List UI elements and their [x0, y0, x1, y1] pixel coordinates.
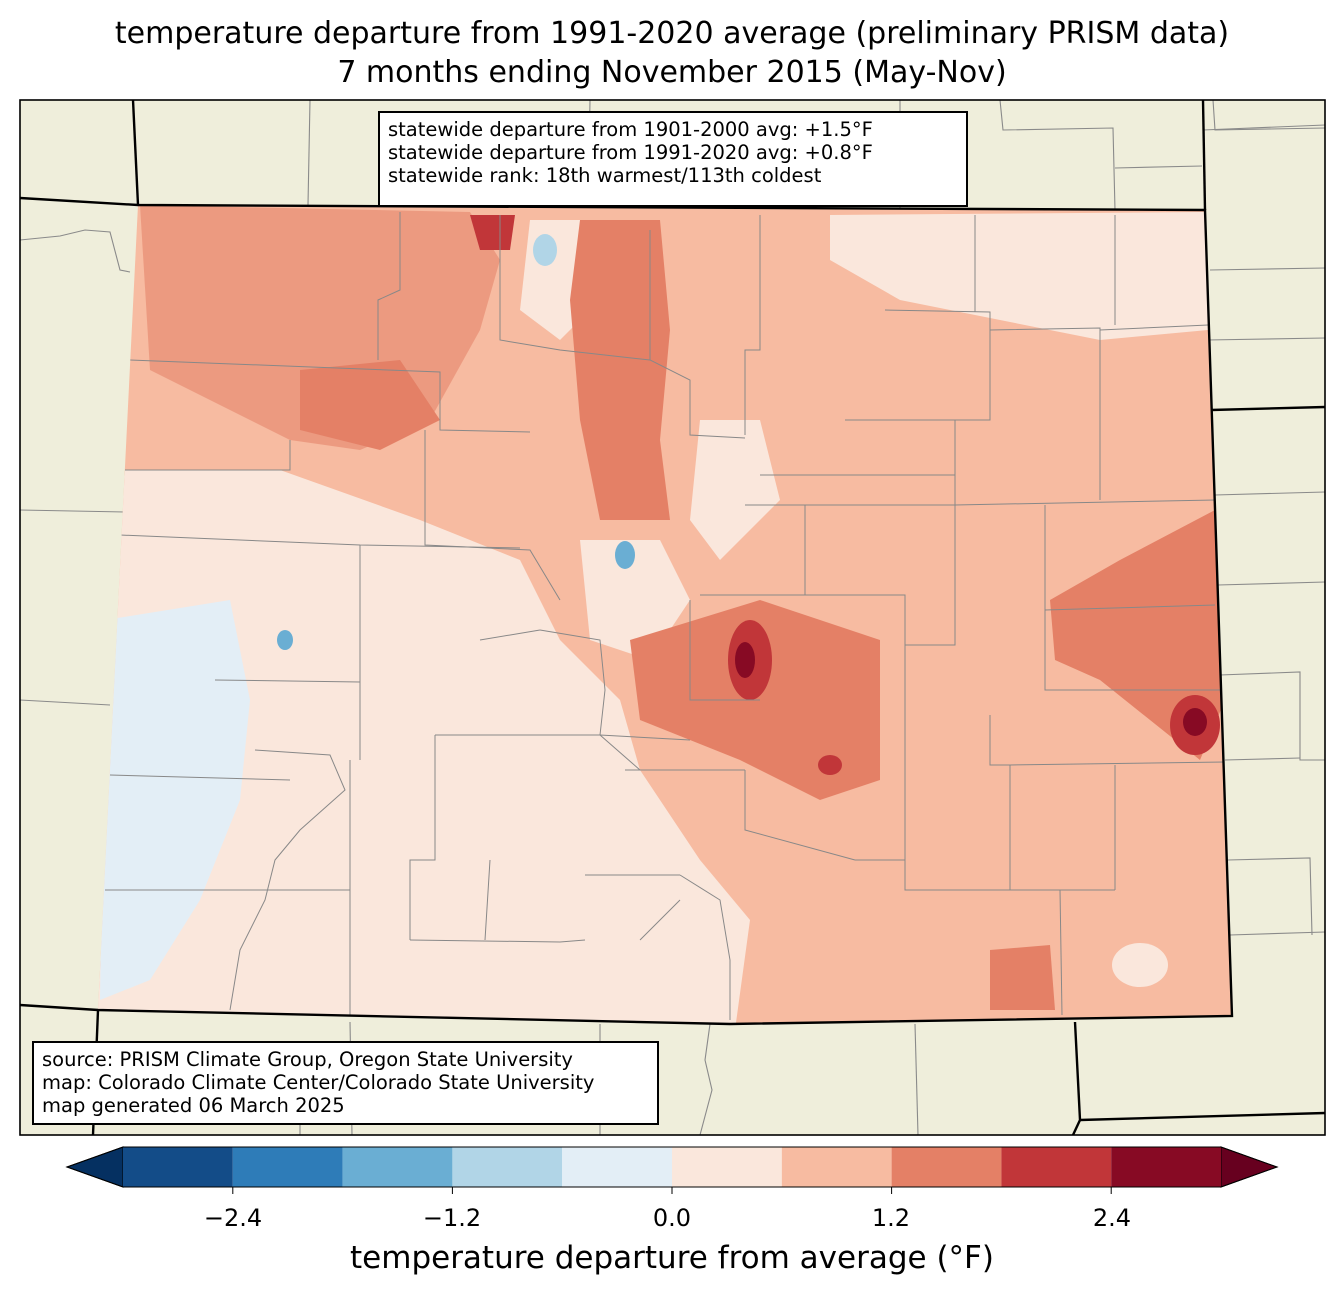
stats-line-rank: statewide rank: 18th warmest/113th colde…	[388, 164, 822, 187]
map-title-line2: 7 months ending November 2015 (May-Nov)	[337, 55, 1007, 90]
field-0-0.6-frontrange	[690, 420, 780, 560]
field-1.2-1.8-nw-core	[300, 360, 440, 450]
county-lines	[105, 212, 1226, 1020]
state-borders	[20, 100, 1325, 1135]
source-line-prism: source: PRISM Climate Group, Oregon Stat…	[42, 1048, 573, 1071]
field-2.4-3.0-east	[1183, 708, 1207, 736]
field-1.2-1.8-se	[990, 945, 1055, 1010]
colorbar-tick-label: 1.2	[871, 1204, 911, 1232]
colorbar-tick-label: −1.2	[422, 1204, 482, 1232]
stats-line-1901: statewide departure from 1901-2000 avg: …	[388, 118, 873, 141]
field-neg-spot-west	[277, 630, 293, 650]
source-line-map: map: Colorado Climate Center/Colorado St…	[42, 1071, 595, 1094]
colorbar-segment	[562, 1147, 672, 1187]
field-0-0.6-northeast	[830, 212, 1208, 340]
colorbar-segment	[342, 1147, 453, 1187]
map-frame	[19, 99, 1326, 1136]
field-neg-spot-north	[533, 234, 557, 266]
colorbar-segment	[123, 1147, 233, 1187]
colorbar-segment	[1111, 1147, 1221, 1187]
colorbar-segment	[891, 1147, 1002, 1187]
field-1.2-1.8-front	[570, 220, 670, 520]
map-title-line1: temperature departure from 1991-2020 ave…	[114, 16, 1230, 51]
colorbar-label: temperature departure from average (°F)	[350, 1240, 994, 1276]
field-0-0.6-se-spot	[1112, 943, 1168, 987]
field-1.2-1.8-east	[1050, 510, 1225, 760]
colorbar-tick-label: −2.4	[203, 1204, 263, 1232]
colorbar-under-arrow	[65, 1146, 124, 1188]
stats-line-1991: statewide departure from 1991-2020 avg: …	[388, 141, 873, 164]
colorbar-outline	[65, 1146, 1279, 1188]
colorbar-tick-label: 2.4	[1092, 1204, 1132, 1232]
colorbar-segment	[781, 1147, 892, 1187]
colorbar-segment	[1001, 1147, 1112, 1187]
colorbar	[65, 1146, 1279, 1194]
colorbar-segment	[452, 1147, 563, 1187]
colorbar-segment	[672, 1147, 782, 1187]
colorbar-over-arrow	[1220, 1146, 1279, 1188]
colorbar-segment	[232, 1147, 343, 1187]
field-2.4-3.0-pueblo	[735, 642, 755, 678]
source-box: source: PRISM Climate Group, Oregon Stat…	[32, 1041, 659, 1125]
field-neg-west	[100, 600, 250, 1000]
source-line-date: map generated 06 March 2025	[42, 1094, 345, 1117]
statewide-stats-box: statewide departure from 1901-2000 avg: …	[378, 111, 968, 207]
field-1.8-2.4-north	[470, 215, 515, 250]
field-neg-spot-center	[615, 541, 635, 569]
field-1.8-2.4-spot	[818, 755, 842, 775]
colorbar-tick-label: 0.0	[652, 1204, 692, 1232]
